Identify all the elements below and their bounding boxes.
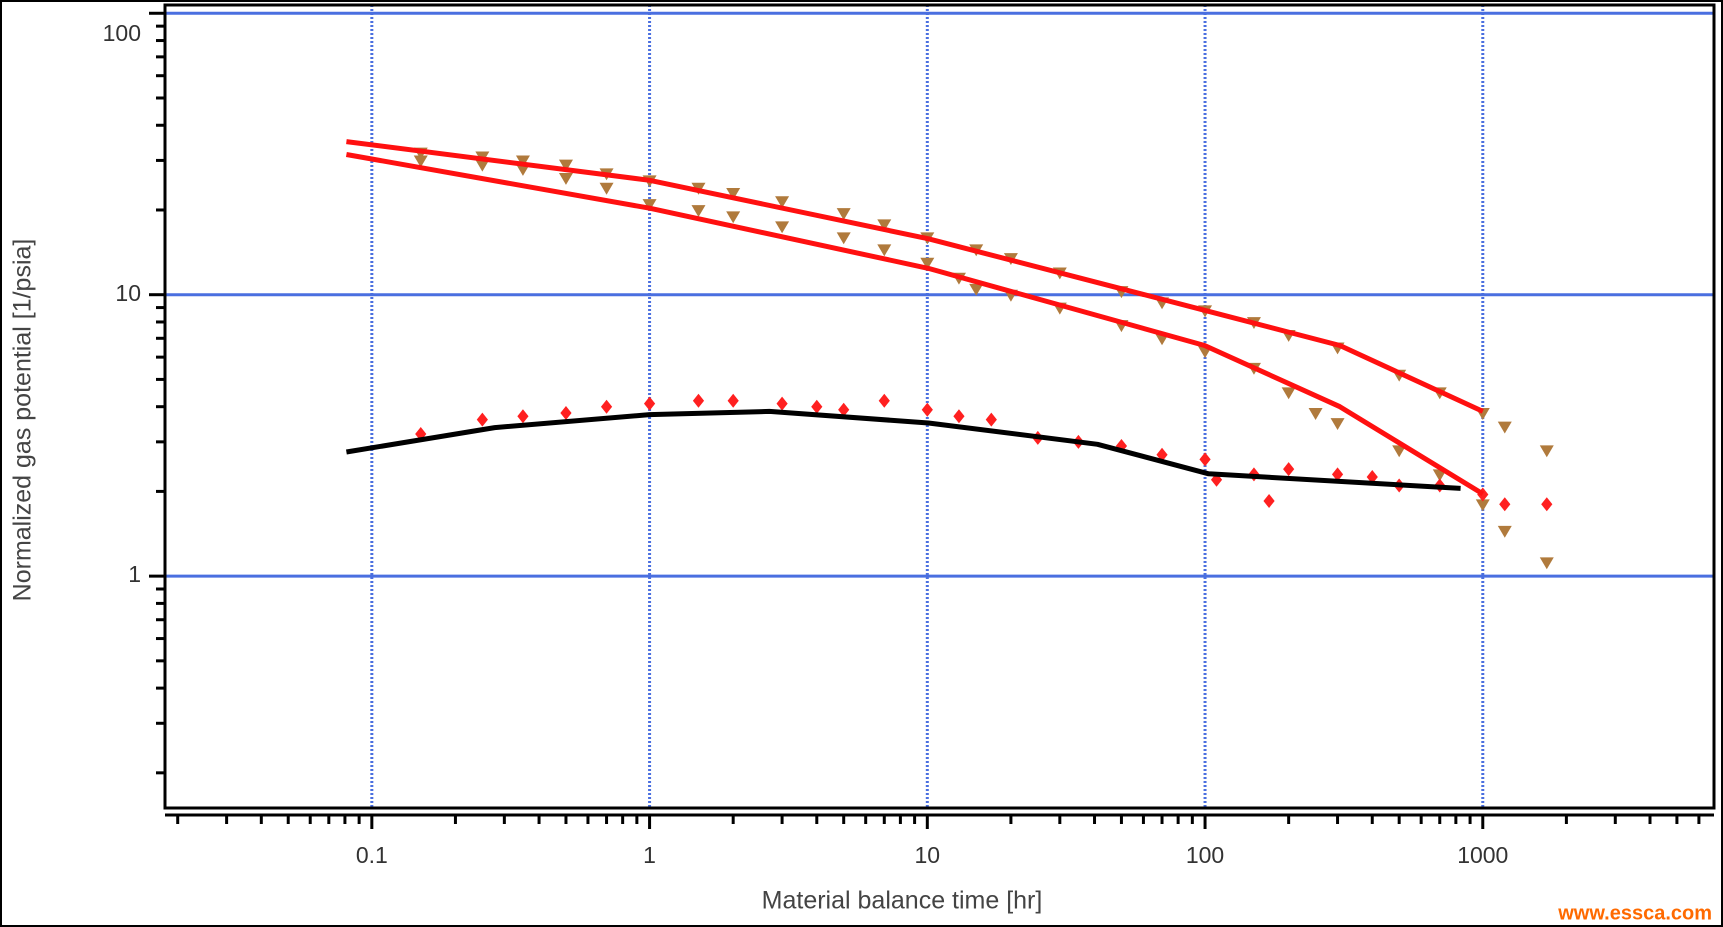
- triangle-marker: [558, 173, 573, 185]
- triangle-marker: [475, 159, 490, 172]
- y-axis-title: Normalized gas potential [1/psia]: [9, 239, 37, 602]
- y-tick-label: 100: [103, 20, 141, 46]
- diamond-marker: [517, 409, 529, 424]
- diamond-marker: [476, 412, 488, 427]
- x-tick-label: 1: [643, 842, 656, 868]
- diamond-marker: [838, 402, 850, 417]
- fit-line: [346, 139, 1484, 414]
- triangle-marker: [1281, 387, 1296, 400]
- x-tick-label: 100: [1186, 842, 1224, 868]
- diamond-marker: [1263, 493, 1275, 508]
- diamond-marker: [921, 402, 933, 417]
- triangle-marker: [558, 159, 573, 172]
- diamond-marker: [560, 405, 572, 420]
- x-tick-label: 0.1: [356, 842, 388, 868]
- diamond-marker: [1331, 467, 1344, 482]
- triangle-marker: [1308, 408, 1323, 420]
- diamond-marker: [1115, 438, 1128, 453]
- triangle-marker: [877, 244, 892, 257]
- triangle-marker: [1539, 445, 1554, 458]
- diamond-marker: [727, 393, 739, 408]
- y-tick-label: 1: [128, 561, 141, 587]
- x-tick-label: 1000: [1457, 842, 1508, 868]
- triangle-marker: [599, 182, 614, 195]
- triangle-marker: [726, 211, 741, 224]
- triangle-marker: [726, 187, 741, 200]
- fit-line: [345, 408, 1461, 491]
- triangle-marker: [413, 155, 428, 168]
- triangle-marker: [775, 196, 790, 209]
- triangle-marker: [836, 232, 851, 245]
- diamond-marker: [811, 399, 823, 414]
- diamond-marker: [953, 409, 965, 424]
- diamond-marker: [600, 399, 613, 414]
- diamond-marker: [1366, 470, 1378, 485]
- diamond-marker: [1477, 487, 1489, 502]
- triangle-marker: [1392, 445, 1407, 458]
- triangle-marker: [877, 219, 892, 232]
- triangle-marker: [691, 205, 706, 217]
- y-tick-label: 10: [115, 280, 141, 306]
- diamond-marker: [985, 412, 997, 427]
- diamond-marker: [643, 396, 656, 411]
- diamond-marker: [776, 396, 788, 411]
- watermark: www.essca.com: [1557, 902, 1712, 924]
- triangle-marker: [1475, 499, 1490, 512]
- triangle-marker: [836, 208, 851, 221]
- triangle-marker: [642, 199, 657, 212]
- triangle-marker: [1497, 421, 1512, 434]
- diamond-marker: [1499, 497, 1511, 512]
- triangle-marker: [1539, 557, 1554, 570]
- diamond-marker: [692, 393, 705, 408]
- diamond-marker: [1199, 452, 1211, 467]
- x-tick-label: 10: [915, 842, 941, 868]
- triangle-marker: [969, 283, 984, 296]
- triangle-marker: [920, 257, 935, 270]
- diamond-marker: [1541, 497, 1553, 512]
- x-axis-title: Material balance time [hr]: [762, 887, 1043, 915]
- triangle-marker: [1497, 525, 1512, 538]
- triangle-marker: [775, 221, 790, 234]
- diamond-marker: [1283, 462, 1295, 477]
- diamond-marker: [878, 393, 890, 408]
- fit-line: [345, 152, 1485, 497]
- triangle-marker: [515, 155, 530, 168]
- triangle-marker: [1330, 418, 1345, 431]
